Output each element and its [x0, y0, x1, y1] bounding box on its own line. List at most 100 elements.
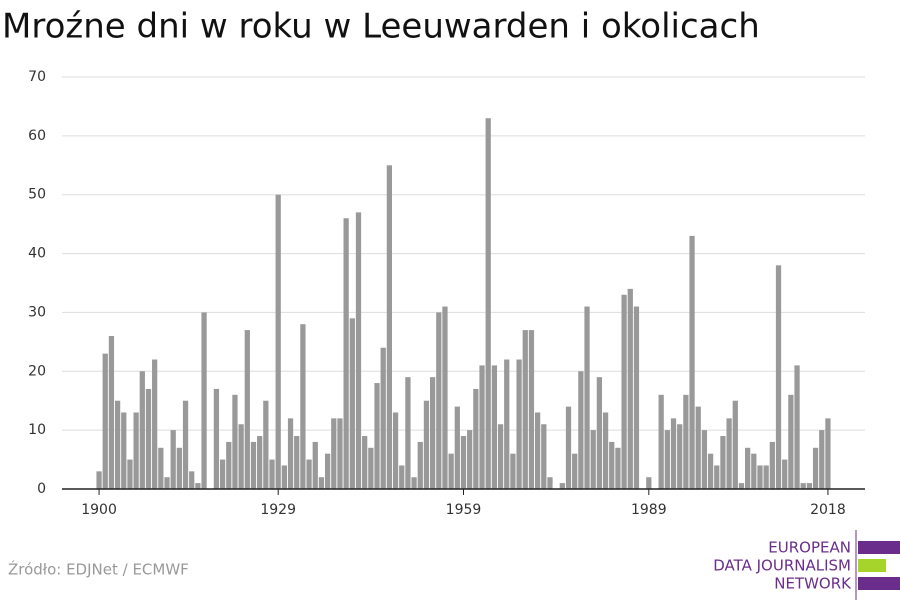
bar: [757, 465, 763, 489]
bar: [726, 418, 732, 489]
bar: [152, 359, 158, 489]
bar: [158, 447, 164, 489]
bar: [96, 471, 102, 489]
bar: [707, 453, 714, 489]
bar: [405, 377, 411, 489]
bar: [534, 412, 541, 489]
bar: [720, 436, 726, 489]
bar: [429, 377, 436, 489]
bar: [806, 483, 813, 489]
bar: [436, 312, 442, 489]
bar: [510, 453, 516, 489]
bar: [732, 400, 738, 489]
y-tick-label: 0: [37, 481, 46, 497]
bar: [343, 218, 349, 489]
bar: [331, 418, 337, 489]
logo: EUROPEAN DATA JOURNALISM NETWORK: [713, 530, 900, 600]
x-tick-label: 1900: [81, 502, 117, 518]
y-tick-label: 30: [28, 304, 46, 320]
bar: [300, 324, 306, 489]
bar: [633, 306, 640, 489]
bar: [769, 441, 775, 489]
bar: [337, 418, 343, 489]
bar: [572, 453, 578, 489]
bar: [448, 453, 454, 489]
bar: [454, 406, 460, 489]
bar: [423, 400, 430, 489]
bar: [714, 465, 720, 489]
bar: [324, 453, 331, 489]
x-tick-label: 1989: [631, 502, 667, 518]
bar: [609, 441, 615, 489]
bar: [114, 400, 121, 489]
logo-text: NETWORK: [774, 575, 852, 593]
bar: [670, 418, 677, 489]
bar: [170, 430, 176, 489]
bar: [584, 306, 590, 489]
bar: [664, 430, 670, 489]
bar: [176, 447, 182, 489]
bar: [788, 394, 794, 489]
bar: [306, 459, 312, 489]
bar: [467, 430, 473, 489]
bar: [689, 235, 695, 489]
bar: [362, 436, 368, 489]
x-tick-label: 2018: [810, 502, 846, 518]
bar: [312, 441, 318, 489]
bar: [491, 365, 498, 489]
bar: [565, 406, 572, 489]
bar: [127, 459, 133, 489]
x-tick-label: 1929: [260, 502, 296, 518]
bar: [479, 365, 485, 489]
bar: [411, 477, 417, 489]
bar: [541, 424, 547, 489]
bar: [621, 294, 627, 489]
bar: [602, 412, 609, 489]
bar: [287, 418, 294, 489]
bar: [547, 477, 553, 489]
y-tick-label: 50: [28, 187, 46, 203]
bar: [442, 306, 448, 489]
bar: [745, 447, 751, 489]
y-tick-label: 20: [28, 363, 46, 379]
bar: [195, 483, 201, 489]
bar: [485, 118, 491, 489]
y-tick-label: 10: [28, 422, 46, 438]
bar: [102, 353, 108, 489]
logo-text: DATA JOURNALISM: [713, 557, 851, 575]
bar: [417, 441, 423, 489]
bar: [794, 365, 800, 489]
bar: [399, 465, 405, 489]
bar: [516, 359, 522, 489]
bar: [355, 212, 362, 489]
bar: [182, 400, 189, 489]
logo-text: EUROPEAN: [768, 539, 851, 557]
logo-bar: [858, 577, 900, 590]
bar: [275, 194, 281, 489]
bar: [213, 388, 220, 489]
bar: [380, 347, 386, 489]
bar: [658, 394, 664, 489]
bar: [269, 459, 275, 489]
bar: [819, 430, 825, 489]
bar: [627, 288, 633, 489]
bar: [812, 447, 819, 489]
bar: [133, 412, 139, 489]
bar: [145, 388, 152, 489]
bar: [522, 330, 528, 489]
x-tick-label: 1959: [446, 502, 482, 518]
bar: [460, 436, 467, 489]
bar: [392, 412, 399, 489]
bar: [108, 335, 115, 489]
chart-title: Mroźne dni w roku w Leeuwarden i okolica…: [2, 7, 760, 47]
bar: [250, 441, 257, 489]
bar: [349, 318, 355, 489]
bar: [232, 394, 238, 489]
y-tick-label: 70: [28, 69, 46, 85]
bar: [751, 453, 757, 489]
bar: [318, 477, 325, 489]
bar: [695, 406, 701, 489]
bar: [683, 394, 689, 489]
bar: [578, 371, 584, 489]
